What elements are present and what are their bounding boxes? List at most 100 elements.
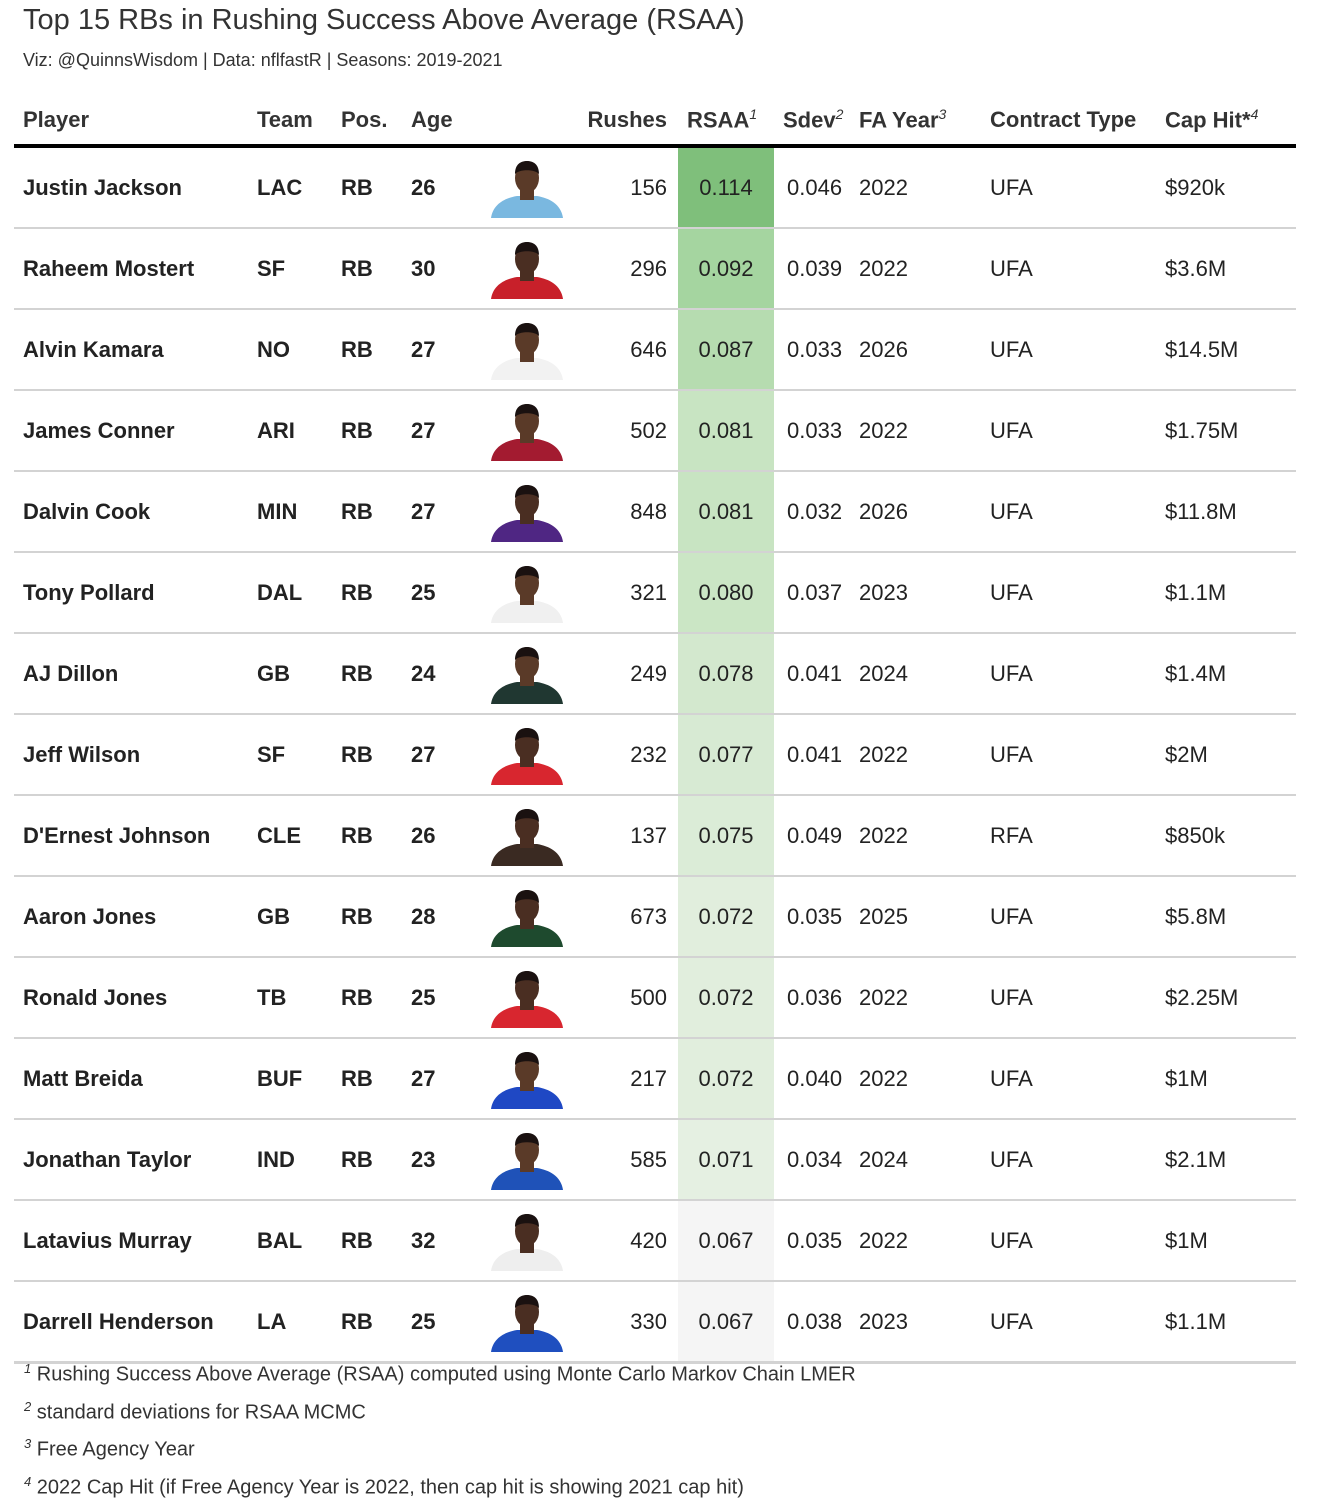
table-row: Dalvin Cook MIN RB 27 848 0.081 0.032 2026 UFA $1… — [14, 471, 1296, 553]
contract-type-cell: UFA — [981, 1038, 1165, 1120]
player-name: Justin Jackson — [14, 146, 248, 229]
team-cell: DAL — [248, 552, 332, 634]
table-row: Ronald Jones TB RB 25 500 0.072 0.036 2022 UFA $2… — [14, 957, 1296, 1039]
sdev-cell: 0.039 — [774, 228, 859, 310]
contract-type-cell: UFA — [981, 1281, 1165, 1364]
fa-year-cell: 2026 — [859, 309, 981, 391]
player-headshot-icon — [491, 727, 563, 785]
player-headshot-icon — [491, 1051, 563, 1109]
jersey-shape — [491, 357, 563, 380]
table-row: Darrell Henderson LA RB 25 330 0.067 0.038 2023… — [14, 1281, 1296, 1364]
position-cell: RB — [332, 633, 402, 715]
cap-hit-cell: $14.5M — [1165, 309, 1296, 391]
position-cell: RB — [332, 1038, 402, 1120]
rsaa-cell: 0.078 — [678, 633, 774, 715]
fa-year-cell: 2022 — [859, 146, 981, 229]
team-cell: GB — [248, 633, 332, 715]
rsaa-cell: 0.072 — [678, 1038, 774, 1120]
position-cell: RB — [332, 552, 402, 634]
jersey-shape — [491, 438, 563, 461]
jersey-shape — [491, 681, 563, 704]
player-headshot — [472, 390, 582, 472]
page-subtitle: Viz: @QuinnsWisdom | Data: nflfastR | Se… — [23, 50, 503, 70]
sdev-cell: 0.032 — [774, 471, 859, 553]
rushes-cell: 321 — [582, 552, 678, 634]
sdev-cell: 0.040 — [774, 1038, 859, 1120]
age-cell: 27 — [402, 714, 472, 796]
hair-shape — [515, 646, 539, 660]
cap-hit-cell: $1.1M — [1165, 552, 1296, 634]
contract-type-cell: UFA — [981, 957, 1165, 1039]
age-cell: 25 — [402, 957, 472, 1039]
team-cell: BAL — [248, 1200, 332, 1282]
cap-hit-cell: $1M — [1165, 1200, 1296, 1282]
table-row: D'Ernest Johnson CLE RB 26 137 0.075 0.049 2022… — [14, 795, 1296, 877]
player-name: Raheem Mostert — [14, 228, 248, 310]
player-headshot — [472, 1281, 582, 1364]
position-cell: RB — [332, 146, 402, 229]
footnotes: 1 Rushing Success Above Average (RSAA) c… — [24, 1353, 856, 1504]
sdev-cell: 0.034 — [774, 1119, 859, 1201]
jersey-shape — [491, 924, 563, 947]
rsaa-cell: 0.077 — [678, 714, 774, 796]
cap-hit-cell: $2.1M — [1165, 1119, 1296, 1201]
age-cell: 27 — [402, 471, 472, 553]
player-headshot — [472, 309, 582, 391]
rushes-cell: 232 — [582, 714, 678, 796]
table-row: Jonathan Taylor IND RB 23 585 0.071 0.034 2024 U… — [14, 1119, 1296, 1201]
player-name: Jonathan Taylor — [14, 1119, 248, 1201]
jersey-shape — [491, 1086, 563, 1109]
player-headshot — [472, 1038, 582, 1120]
rushes-cell: 217 — [582, 1038, 678, 1120]
player-headshot-icon — [491, 646, 563, 704]
player-name: Alvin Kamara — [14, 309, 248, 391]
footnote: 1 Rushing Success Above Average (RSAA) c… — [24, 1361, 856, 1386]
fa-year-cell: 2022 — [859, 795, 981, 877]
hair-shape — [515, 403, 539, 417]
jersey-shape — [491, 600, 563, 623]
player-headshot-icon — [491, 1132, 563, 1190]
jersey-shape — [491, 1329, 563, 1352]
position-cell: RB — [332, 1119, 402, 1201]
position-cell: RB — [332, 1200, 402, 1282]
contract-type-cell: UFA — [981, 309, 1165, 391]
player-name: Matt Breida — [14, 1038, 248, 1120]
footnote: 2 standard deviations for RSAA MCMC — [24, 1398, 366, 1424]
cap-hit-cell: $1M — [1165, 1038, 1296, 1120]
position-cell: RB — [332, 390, 402, 472]
sdev-cell: 0.033 — [774, 390, 859, 472]
player-headshot-icon — [491, 484, 563, 542]
cap-hit-cell: $1.1M — [1165, 1281, 1296, 1364]
age-cell: 23 — [402, 1119, 472, 1201]
fa-year-cell: 2024 — [859, 633, 981, 715]
table-row: Tony Pollard DAL RB 25 321 0.080 0.037 2023 UFA $… — [14, 552, 1296, 634]
hair-shape — [515, 1132, 539, 1146]
cap-hit-cell: $11.8M — [1165, 471, 1296, 553]
position-cell: RB — [332, 957, 402, 1039]
contract-type-cell: UFA — [981, 1200, 1165, 1282]
player-name: D'Ernest Johnson — [14, 795, 248, 877]
jersey-shape — [491, 519, 563, 542]
hair-shape — [515, 889, 539, 903]
sdev-cell: 0.041 — [774, 714, 859, 796]
rushes-cell: 500 — [582, 957, 678, 1039]
age-cell: 32 — [402, 1200, 472, 1282]
col-header-rushes: Rushes — [582, 96, 678, 148]
hair-shape — [515, 1294, 539, 1308]
team-cell: ARI — [248, 390, 332, 472]
contract-type-cell: UFA — [981, 1119, 1165, 1201]
sdev-cell: 0.036 — [774, 957, 859, 1039]
age-cell: 24 — [402, 633, 472, 715]
team-cell: SF — [248, 714, 332, 796]
table-body: Justin Jackson LAC RB 26 156 0.114 0.046 2022 UF… — [14, 146, 1296, 1364]
position-cell: RB — [332, 714, 402, 796]
age-cell: 30 — [402, 228, 472, 310]
player-name: Ronald Jones — [14, 957, 248, 1039]
player-name: AJ Dillon — [14, 633, 248, 715]
footnote: 4 2022 Cap Hit (if Free Agency Year is 2… — [24, 1473, 744, 1499]
fa-year-cell: 2023 — [859, 1281, 981, 1364]
rushes-cell: 330 — [582, 1281, 678, 1364]
rsaa-cell: 0.087 — [678, 309, 774, 391]
rushes-cell: 673 — [582, 876, 678, 958]
age-cell: 26 — [402, 146, 472, 229]
